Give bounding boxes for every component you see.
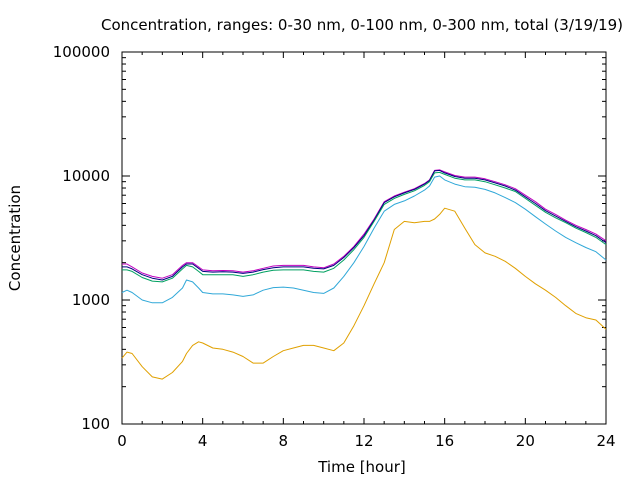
x-tick-label: 4 <box>198 432 208 450</box>
series-line-4 <box>121 175 607 304</box>
x-tick-label: 24 <box>596 432 615 450</box>
x-axis-ticks: 0 4 8 12 16 20 24 <box>117 52 616 450</box>
series-line-2 <box>122 169 607 281</box>
x-tick-label: 16 <box>435 432 454 450</box>
y-tick-label: 100 <box>81 415 110 433</box>
x-tick-label: 8 <box>279 432 289 450</box>
series-lines <box>121 169 607 380</box>
series-line-3 <box>122 171 607 283</box>
y-axis-ticks: 100 1000 10000 100000 <box>53 43 606 433</box>
x-tick-label: 20 <box>516 432 535 450</box>
series-line-1 <box>122 169 607 279</box>
x-tick-label: 0 <box>117 432 127 450</box>
y-tick-label: 100000 <box>53 43 110 61</box>
x-axis-label: Time [hour] <box>317 458 406 476</box>
x-tick-label: 12 <box>354 432 373 450</box>
y-axis-label: Concentration <box>6 185 24 291</box>
chart-title: Concentration, ranges: 0-30 nm, 0-100 nm… <box>101 16 623 34</box>
series-line-5 <box>121 207 607 380</box>
y-tick-label: 1000 <box>72 291 110 309</box>
y-tick-label: 10000 <box>62 167 110 185</box>
